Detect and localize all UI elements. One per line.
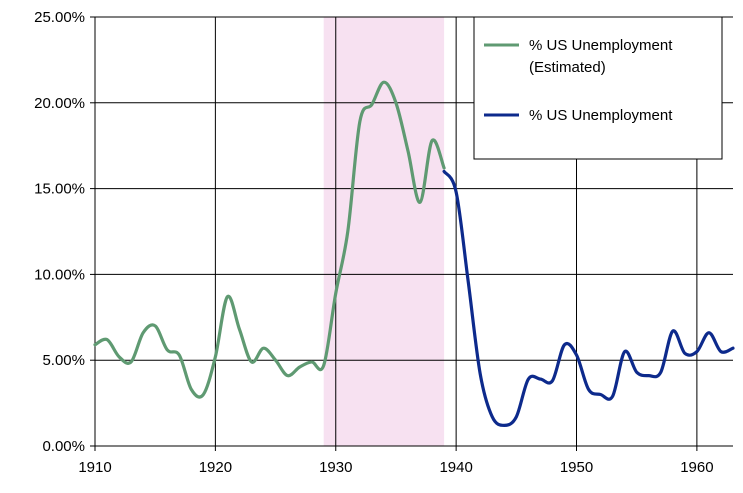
depression-shaded-band <box>323 17 445 446</box>
y-tick-label-0: 0.00% <box>42 438 85 455</box>
x-tick-label-1: 1920 <box>199 459 232 476</box>
series-line-estimated <box>93 80 446 399</box>
legend: % US Unemployment (Estimated) % US Unemplo… <box>473 16 723 160</box>
legend-box <box>473 16 723 160</box>
x-tick-label-2: 1930 <box>319 459 352 476</box>
tick-label-layer: 0.00% 5.00% 10.00% 15.00% 20.00% 25.00% 1910 19… <box>34 9 713 476</box>
y-tick-label-4: 20.00% <box>34 95 85 112</box>
y-tick-label-3: 15.00% <box>34 181 85 198</box>
x-tick-label-4: 1950 <box>560 459 593 476</box>
legend-label-estimated: % US Unemployment <box>529 37 673 54</box>
grid-layer <box>94 16 733 447</box>
x-tick-label-0: 1910 <box>78 459 111 476</box>
x-tick-label-3: 1940 <box>439 459 472 476</box>
shaded-region-layer <box>323 17 445 446</box>
legend-label-actual: % US Unemployment <box>529 107 673 124</box>
y-tick-label-2: 10.00% <box>34 266 85 283</box>
axes-layer <box>90 16 733 451</box>
y-tick-label-1: 5.00% <box>42 352 85 369</box>
x-tick-label-5: 1960 <box>680 459 713 476</box>
y-tick-label-5: 25.00% <box>34 9 85 26</box>
series-layer <box>93 80 735 428</box>
legend-label-estimated-line-2: (Estimated) <box>529 59 606 76</box>
series-line-actual <box>442 169 735 428</box>
